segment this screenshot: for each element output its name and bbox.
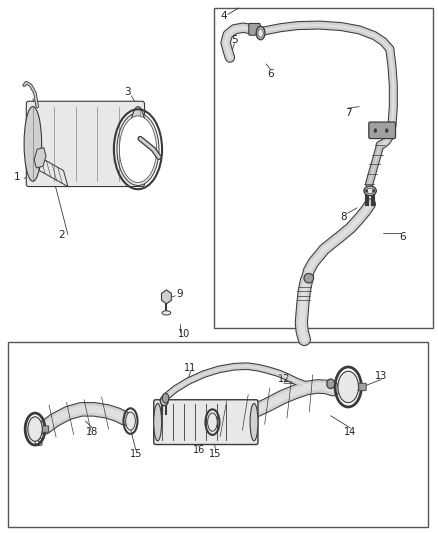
FancyBboxPatch shape — [26, 101, 145, 187]
Text: 1: 1 — [13, 172, 20, 182]
Text: 13: 13 — [375, 371, 387, 381]
FancyBboxPatch shape — [359, 383, 366, 391]
Ellipse shape — [162, 393, 169, 403]
Text: 8: 8 — [340, 213, 347, 222]
Ellipse shape — [129, 107, 147, 181]
Text: 3: 3 — [124, 87, 131, 96]
Text: 9: 9 — [176, 289, 183, 299]
Text: 5: 5 — [231, 35, 238, 45]
Bar — [214, 8, 433, 328]
Text: 14: 14 — [344, 427, 357, 437]
Text: 15: 15 — [32, 439, 44, 448]
Ellipse shape — [160, 396, 168, 406]
FancyBboxPatch shape — [42, 426, 49, 432]
FancyBboxPatch shape — [249, 23, 260, 35]
Polygon shape — [35, 155, 68, 187]
Ellipse shape — [364, 186, 376, 196]
Ellipse shape — [338, 371, 359, 403]
Polygon shape — [34, 148, 46, 168]
Text: 16: 16 — [193, 446, 205, 455]
Ellipse shape — [258, 29, 263, 37]
Ellipse shape — [256, 26, 265, 40]
Ellipse shape — [28, 417, 42, 441]
Ellipse shape — [304, 273, 314, 283]
Ellipse shape — [327, 379, 335, 389]
Text: 4: 4 — [220, 11, 227, 21]
Ellipse shape — [117, 113, 159, 185]
FancyBboxPatch shape — [369, 122, 396, 139]
Ellipse shape — [250, 403, 258, 441]
Ellipse shape — [365, 189, 368, 192]
FancyBboxPatch shape — [154, 400, 258, 445]
Ellipse shape — [154, 403, 162, 441]
Text: 18: 18 — [86, 427, 98, 437]
Ellipse shape — [208, 413, 217, 431]
Text: 2: 2 — [58, 230, 65, 239]
Ellipse shape — [119, 116, 157, 182]
Ellipse shape — [162, 311, 171, 315]
Text: 11: 11 — [184, 363, 197, 373]
Ellipse shape — [374, 128, 377, 132]
Text: 10: 10 — [178, 329, 190, 339]
Ellipse shape — [126, 412, 135, 430]
Ellipse shape — [24, 107, 42, 181]
Text: 6: 6 — [267, 69, 274, 78]
Ellipse shape — [385, 128, 388, 132]
Text: 12: 12 — [278, 375, 290, 384]
Text: 17: 17 — [157, 402, 169, 411]
Text: 7: 7 — [345, 108, 352, 118]
Ellipse shape — [366, 188, 374, 193]
Text: 15: 15 — [209, 449, 222, 459]
Bar — [8, 342, 428, 527]
Text: 6: 6 — [399, 232, 406, 242]
Ellipse shape — [372, 189, 374, 192]
Text: 15: 15 — [130, 449, 142, 459]
